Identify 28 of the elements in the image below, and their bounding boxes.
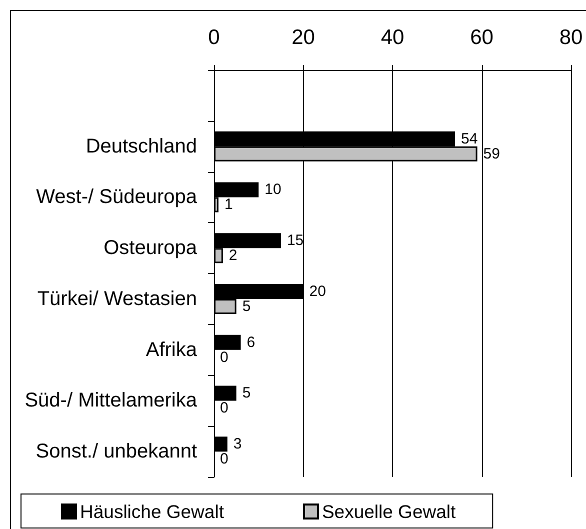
x-tick-label: 40 — [380, 26, 404, 49]
data-label: 3 — [233, 436, 242, 453]
data-label: 5 — [242, 298, 251, 315]
data-label: 10 — [264, 181, 282, 198]
data-label: 54 — [460, 130, 478, 148]
y-tick-label: Sonst./ unbekannt — [36, 440, 198, 463]
x-tick-label: 20 — [292, 26, 315, 49]
data-label: 1 — [224, 196, 233, 214]
legend-label: Sexuelle Gewalt — [322, 501, 456, 522]
data-label: 0 — [220, 348, 228, 366]
data-label: 2 — [228, 247, 238, 264]
legend-label: Häusliche Gewalt — [80, 501, 224, 522]
y-tick-label: Deutschland — [86, 135, 197, 158]
data-label: 20 — [309, 282, 326, 300]
data-label: 6 — [246, 334, 256, 351]
y-tick-label: Osteuropa — [104, 237, 198, 260]
y-tick-label: Türkei/ Westasien — [37, 288, 197, 310]
data-label: 59 — [483, 145, 500, 162]
x-tick-label: 0 — [208, 26, 220, 49]
y-tick-label: Afrika — [146, 338, 198, 361]
x-tick-label: 60 — [470, 26, 494, 49]
data-label: 0 — [220, 400, 228, 417]
y-tick-label: West-/ Südeuropa — [36, 186, 198, 208]
x-tick-label: 80 — [559, 26, 583, 49]
data-label: 15 — [286, 232, 304, 250]
data-label: 0 — [220, 450, 228, 468]
data-label: 5 — [242, 384, 251, 402]
y-tick-label: Süd-/ Mittelamerika — [24, 390, 198, 412]
